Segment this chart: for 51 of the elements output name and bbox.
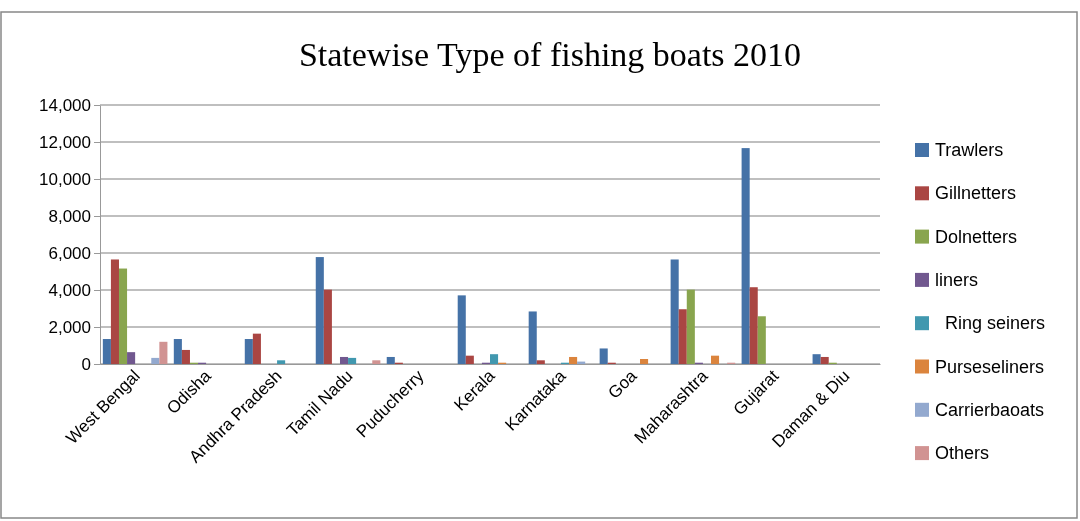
bar: [151, 357, 160, 364]
y-tick-label: 0: [81, 354, 91, 374]
bar: [670, 259, 679, 364]
bar: [710, 355, 720, 364]
bar: [348, 357, 357, 364]
bar: [749, 287, 758, 364]
bar: [569, 356, 578, 364]
legend-label: liners: [935, 269, 979, 290]
bar: [252, 333, 261, 364]
bar: [678, 309, 687, 364]
bar: [741, 148, 750, 364]
bar: [372, 360, 381, 364]
y-tick-label: 6,000: [48, 243, 91, 263]
bar: [599, 348, 608, 364]
bar: [640, 359, 649, 364]
legend-label: Trawlers: [935, 140, 1004, 160]
bar: [244, 339, 253, 364]
bar: [102, 339, 111, 364]
bar: [457, 295, 466, 364]
legend-label: Ring seiners: [935, 313, 1046, 334]
bar: [159, 341, 168, 364]
bar: [173, 339, 182, 364]
bar: [323, 289, 332, 364]
bar: [465, 355, 474, 364]
bar: [757, 316, 766, 364]
bar: [339, 356, 349, 364]
y-tick-label: 12,000: [39, 132, 91, 152]
y-tick-label: 4,000: [48, 280, 91, 300]
bar: [181, 349, 190, 364]
y-tick-label: 2,000: [48, 317, 91, 337]
bar: [277, 360, 286, 364]
legend-label: Gillnetters: [935, 183, 1017, 204]
y-tick-label: 14,000: [39, 95, 91, 115]
bar: [528, 311, 537, 364]
y-tick-label: 8,000: [48, 206, 91, 226]
chart-title: Statewise Type of fishing boats 2010: [298, 36, 802, 73]
bar: [536, 360, 545, 364]
legend-label: Carrierbaoats: [935, 399, 1045, 420]
bar: [812, 354, 821, 364]
legend-label: Others: [935, 443, 990, 464]
legend-label: Purseseliners: [935, 356, 1045, 377]
bar: [386, 356, 395, 364]
bar: [118, 268, 128, 364]
bar: [127, 352, 136, 364]
bar: [315, 257, 324, 364]
legend-label: Dolnetters: [935, 226, 1018, 247]
bar: [686, 289, 695, 364]
bar: [490, 354, 499, 364]
y-tick-label: 10,000: [39, 169, 91, 189]
bar: [110, 259, 119, 364]
bar: [820, 356, 829, 364]
